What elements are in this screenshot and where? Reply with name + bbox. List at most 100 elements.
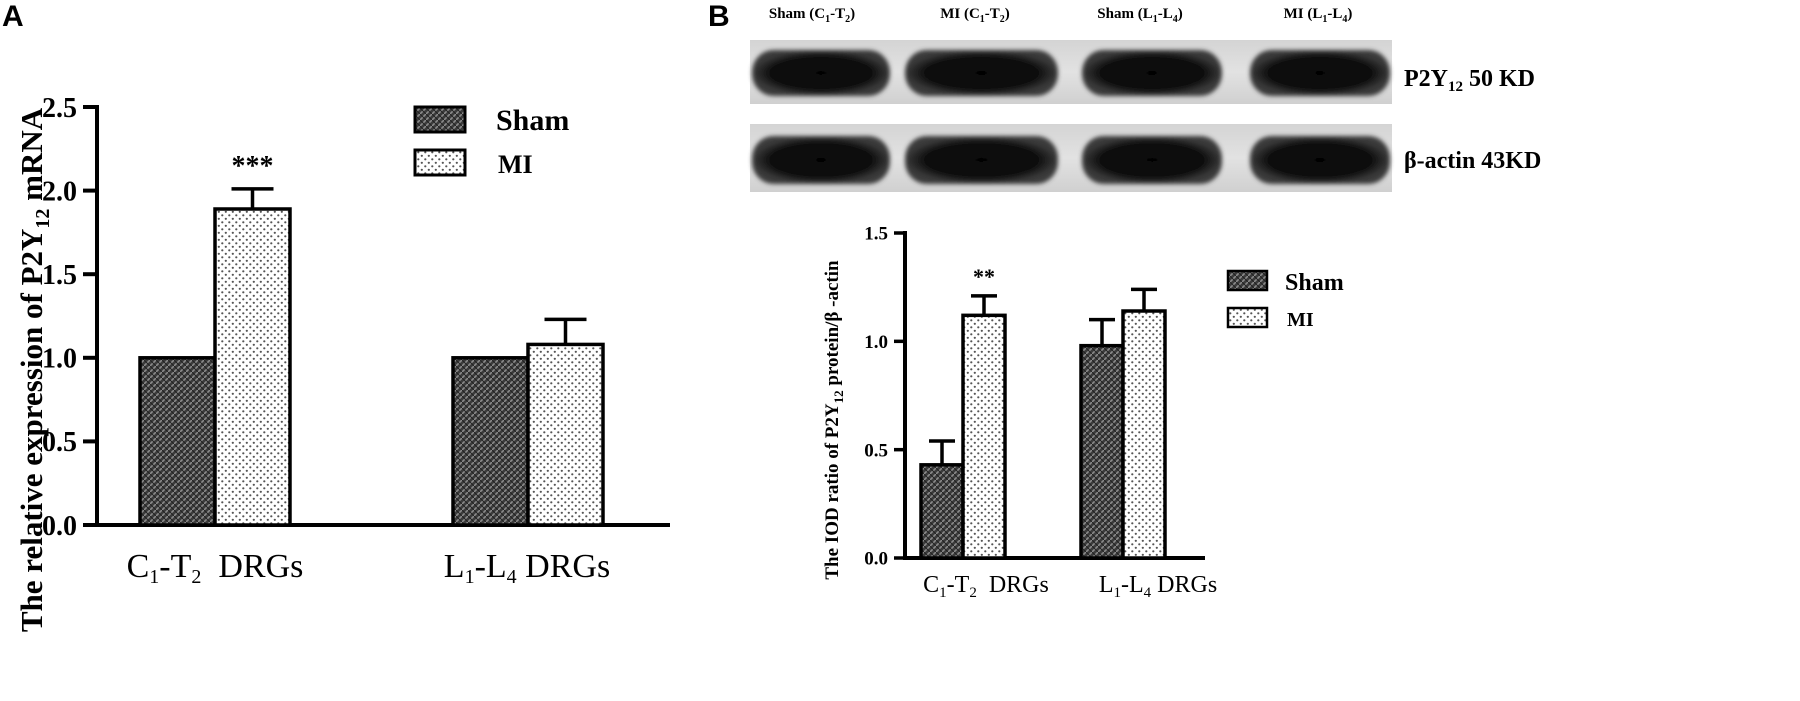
panel-a-cat2-mid: -L xyxy=(475,548,507,585)
lane-label-1: Sham (C1-T2) xyxy=(769,6,855,25)
panel-a-errorbar-mi-2 xyxy=(544,317,587,345)
lane-name-3: Sham xyxy=(1097,6,1134,22)
lane-dash-4: -L xyxy=(1327,6,1342,22)
panel-b-bar-mi-1 xyxy=(961,313,1007,560)
panel-b-category-label-1: C1-T2 DRGs xyxy=(923,572,1049,601)
panel-b-cat2-tail: DRGs xyxy=(1151,572,1217,598)
panel-a-cat1-tail: DRGs xyxy=(201,548,303,585)
blot-label-p2y12-pre: P2Y xyxy=(1404,66,1448,92)
panel-b-ytick-label-1: 0.5 xyxy=(864,440,888,461)
panel-a-chart: The relative expression of P2Y12 mRNA Sh… xyxy=(14,93,670,632)
panel-b-legend: Sham MI xyxy=(1226,269,1344,331)
panel-b-ytick-label-2: 1.0 xyxy=(864,332,888,353)
blot-label-p2y12: P2Y12 50 KD xyxy=(1404,66,1535,95)
panel-a-legend-swatch-mi xyxy=(413,148,467,177)
blot-band-actin-1 xyxy=(752,136,890,184)
panel-b-legend-label-mi: MI xyxy=(1287,309,1314,331)
panel-b-chart: The IOD ratio of P2Y12 protein/β -actin … xyxy=(822,260,1344,601)
panel-b-bar-mi-2 xyxy=(1121,309,1167,560)
lane-label-2: MI (C1-T2) xyxy=(940,6,1010,25)
panel-b-cat1-mid: -T xyxy=(947,572,970,598)
panel-b-cat1-csub: 1 xyxy=(939,585,947,601)
lane-close-1: ) xyxy=(850,6,855,22)
lane-open-3: (L xyxy=(1134,6,1153,22)
panel-b-errorbar-mi-1 xyxy=(971,294,997,316)
blot-lane-labels: Sham (C1-T2) MI (C1-T2) Sham (L1-L4) MI (L1… xyxy=(769,6,1353,25)
lane-close-3: ) xyxy=(1178,6,1183,22)
panel-a-ytick-label-2: 1.0 xyxy=(42,344,77,375)
lane-name-1: Sham xyxy=(769,6,806,22)
panel-b-legend-swatch-sham xyxy=(1226,269,1269,292)
lane-dash-2: -T xyxy=(985,6,1000,22)
panel-a-cat2-c: L xyxy=(444,548,465,585)
lane-sub-1-3: 1 xyxy=(1153,14,1158,25)
panel-a-cat2-csub: 1 xyxy=(465,566,475,588)
panel-a-bar-mi-2 xyxy=(526,342,605,527)
panel-a-significance-marker: *** xyxy=(232,151,274,182)
panel-a-ylabel: The relative expression of P2Y12 mRNA xyxy=(14,107,54,632)
western-blot xyxy=(750,40,1392,192)
panel-b-ytick-label-3: 1.5 xyxy=(864,224,888,245)
lane-name-2: MI xyxy=(940,6,960,22)
blot-band-p2y12-2 xyxy=(905,50,1058,96)
panel-letter-a: A xyxy=(2,0,24,33)
panel-a-bar-sham-2 xyxy=(451,356,530,527)
panel-b-cat1-c: C xyxy=(923,572,939,598)
lane-open-1: (C xyxy=(806,6,826,22)
panel-a-ytick-label-0: 0.0 xyxy=(42,511,77,542)
blot-band-p2y12-4 xyxy=(1250,50,1390,96)
panel-a-ytick-label-4: 2.0 xyxy=(42,176,77,207)
lane-sub-2-2: 2 xyxy=(1000,14,1005,25)
panel-a-legend-label-sham: Sham xyxy=(496,104,569,137)
lane-dash-1: -T xyxy=(830,6,845,22)
panel-b-cat2-c: L xyxy=(1099,572,1114,598)
lane-sub-1-4: 1 xyxy=(1322,14,1327,25)
panel-b-legend-label-sham: Sham xyxy=(1285,270,1344,296)
panel-b-ylabel-sub: 12 xyxy=(831,390,846,403)
lane-sub-2-1: 2 xyxy=(845,14,850,25)
panel-b-cat1-msub: 2 xyxy=(969,585,977,601)
panel-a-errorbar-mi-1 xyxy=(231,187,274,209)
lane-label-3: Sham (L1-L4) xyxy=(1097,6,1182,25)
panel-a-ylabel-post: mRNA xyxy=(14,107,49,208)
panel-b-category-label-2: L1-L4 DRGs xyxy=(1099,572,1217,601)
panel-a-legend-label-mi: MI xyxy=(498,150,533,179)
panel-b-ylabel: The IOD ratio of P2Y12 protein/β -actin xyxy=(822,260,846,580)
panel-a-ytick-label-5: 2.5 xyxy=(42,93,77,124)
panel-b-significance-marker: ** xyxy=(973,264,995,289)
panel-b-errorbar-sham-1 xyxy=(929,439,955,465)
blot-label-p2y12-post: 50 KD xyxy=(1463,66,1535,92)
panel-b: Sham (C1-T2) MI (C1-T2) Sham (L1-L4) MI (L1… xyxy=(750,6,1541,601)
panel-b-legend-swatch-mi xyxy=(1226,306,1269,329)
panel-a-cat1-msub: 2 xyxy=(191,566,201,588)
panel-a-cat1-c: C xyxy=(127,548,150,585)
lane-close-4: ) xyxy=(1347,6,1352,22)
lane-sub-1-2: 1 xyxy=(980,14,985,25)
blot-band-actin-2 xyxy=(905,136,1058,184)
lane-sub-2-3: 4 xyxy=(1173,14,1178,25)
panel-a-category-label-2: L1-L4 DRGs xyxy=(444,548,610,588)
panel-b-cat2-mid: -L xyxy=(1121,572,1144,598)
lane-name-4: MI xyxy=(1284,6,1304,22)
panel-a-ytick-label-1: 0.5 xyxy=(42,427,77,458)
lane-sub-2-4: 4 xyxy=(1342,14,1347,25)
panel-b-cat2-msub: 4 xyxy=(1144,585,1152,601)
panel-a-bar-mi-1 xyxy=(213,207,292,527)
panel-a-ylabel-sub: 12 xyxy=(32,209,54,229)
panel-a-cat2-tail: DRGs xyxy=(517,548,611,585)
panel-b-cat1-tail: DRGs xyxy=(977,572,1049,598)
panel-b-ylabel-pre: The IOD ratio of P2Y xyxy=(822,403,843,580)
lane-close-2: ) xyxy=(1005,6,1010,22)
panel-b-errorbar-mi-2 xyxy=(1131,287,1157,311)
panel-a-ylabel-pre: The relative expression of P2Y xyxy=(14,229,49,633)
panel-b-cat2-csub: 1 xyxy=(1114,585,1122,601)
panel-b-ytick-label-0: 0.0 xyxy=(864,549,888,570)
panel-b-bar-sham-1 xyxy=(919,463,965,560)
lane-sub-1-1: 1 xyxy=(825,14,830,25)
panel-a-cat1-mid: -T xyxy=(159,548,191,585)
panel-a-ytick-label-3: 1.5 xyxy=(42,260,77,291)
blot-band-p2y12-1 xyxy=(752,50,890,96)
blot-band-p2y12-3 xyxy=(1082,50,1222,96)
lane-open-2: (C xyxy=(960,6,980,22)
